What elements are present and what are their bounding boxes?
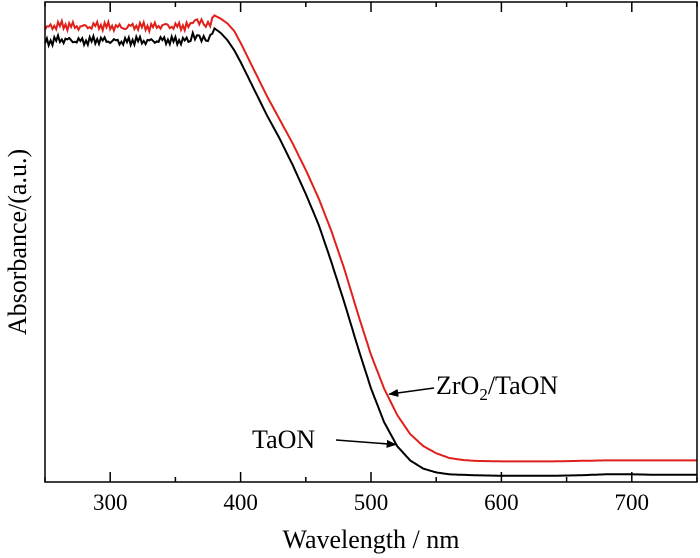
x-tick-label: 700 [615,490,650,515]
annotations: ZrO2/TaON TaON [252,371,558,454]
x-tick-label: 400 [223,490,258,515]
plot-frame [44,1,698,483]
annotation-zro2-taon: ZrO2/TaON [436,371,558,404]
x-axis-title: Wavelength / nm [283,525,460,554]
annotation-arrow-zro2-taon [388,387,435,397]
annotation-arrow-taon [335,439,397,448]
series-line-zro2-taon [44,14,697,463]
x-tick-label: 600 [484,490,519,515]
y-axis-title: Absorbance/(a.u.) [3,149,32,335]
x-axis-ticks [44,2,698,482]
series-line-taon [44,26,697,477]
x-axis-tick-labels: 300 400 500 600 700 [93,490,649,515]
plot-lines [44,14,697,477]
x-tick-label: 500 [354,490,389,515]
x-tick-label: 300 [93,490,128,515]
annotation-taon: TaON [252,425,315,454]
